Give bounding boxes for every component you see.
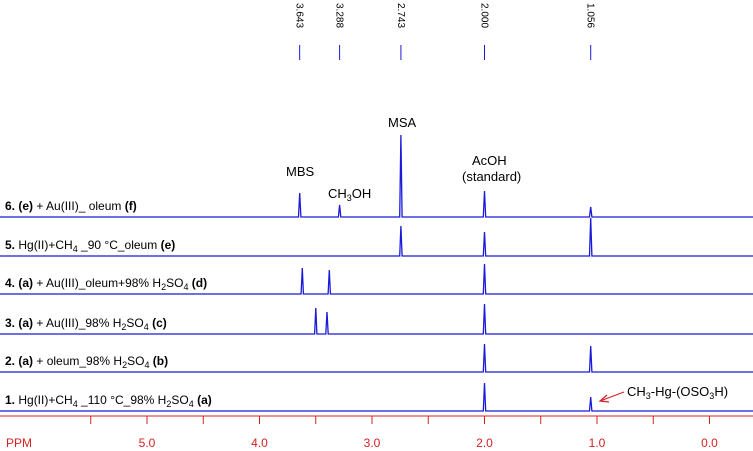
series-label-3: 3. (a) + Au(III)_98% H2SO4 (c): [5, 316, 167, 332]
series-label-2: 2. (a) + oleum_98% H2SO4 (b): [5, 354, 168, 370]
peak-label-layer: 3.643 3.288 2.743 2.000 1.056: [294, 3, 596, 60]
peak-label: 2.000: [479, 3, 490, 28]
ppm-tick-label: 1.0: [589, 436, 606, 450]
ppm-tick-label: 3.0: [364, 436, 381, 450]
annotation-ch3oh: CH3OH: [328, 186, 371, 203]
series-label-6: 6. (e) + Au(III)_ oleum (f): [5, 199, 137, 213]
annotation-arrow-line: [599, 391, 625, 402]
spectrum-trace-1: [0, 382, 753, 412]
series-label-layer: 1. Hg(II)+CH4 _110 °C_98% H2SO4 (a) 2. (a…: [5, 199, 212, 409]
ppm-tick-label: 0.0: [701, 436, 718, 450]
series-label-1: 1. Hg(II)+CH4 _110 °C_98% H2SO4 (a): [5, 393, 212, 409]
annotation-acoh-standard: (standard): [462, 169, 521, 184]
peak-label: 2.743: [395, 3, 406, 28]
ppm-tick-label: 2.0: [476, 436, 493, 450]
peak-label: 1.056: [585, 3, 596, 28]
peak-label: 3.643: [294, 3, 305, 28]
ppm-axis: PPM 5.0 4.0 3.0 2.0 1.0 0.0: [0, 415, 753, 450]
ppm-axis-label: PPM: [6, 436, 32, 450]
annotation-acoh: AcOH: [472, 153, 507, 168]
spectrum-trace-2: [0, 343, 753, 373]
annotation-mbs: MBS: [286, 164, 315, 179]
series-label-5: 5. Hg(II)+CH4 _90 °C_oleum (e): [5, 238, 175, 254]
ppm-tick-label: 4.0: [251, 436, 268, 450]
annotation-arrow-head: [598, 394, 610, 403]
annotation-ch3-hg-oso3h: CH3-Hg-(OSO3H): [627, 384, 728, 401]
ppm-tick-label: 5.0: [139, 436, 156, 450]
compound-annotations: MBS CH3OH MSA AcOH (standard) CH3-Hg-(OS…: [286, 115, 728, 403]
spectra-trace-layer: [0, 134, 753, 412]
series-label-4: 4. (a) + Au(III)_oleum+98% H2SO4 (d): [5, 276, 207, 292]
peak-label: 3.288: [334, 3, 345, 28]
annotation-msa: MSA: [388, 115, 417, 130]
